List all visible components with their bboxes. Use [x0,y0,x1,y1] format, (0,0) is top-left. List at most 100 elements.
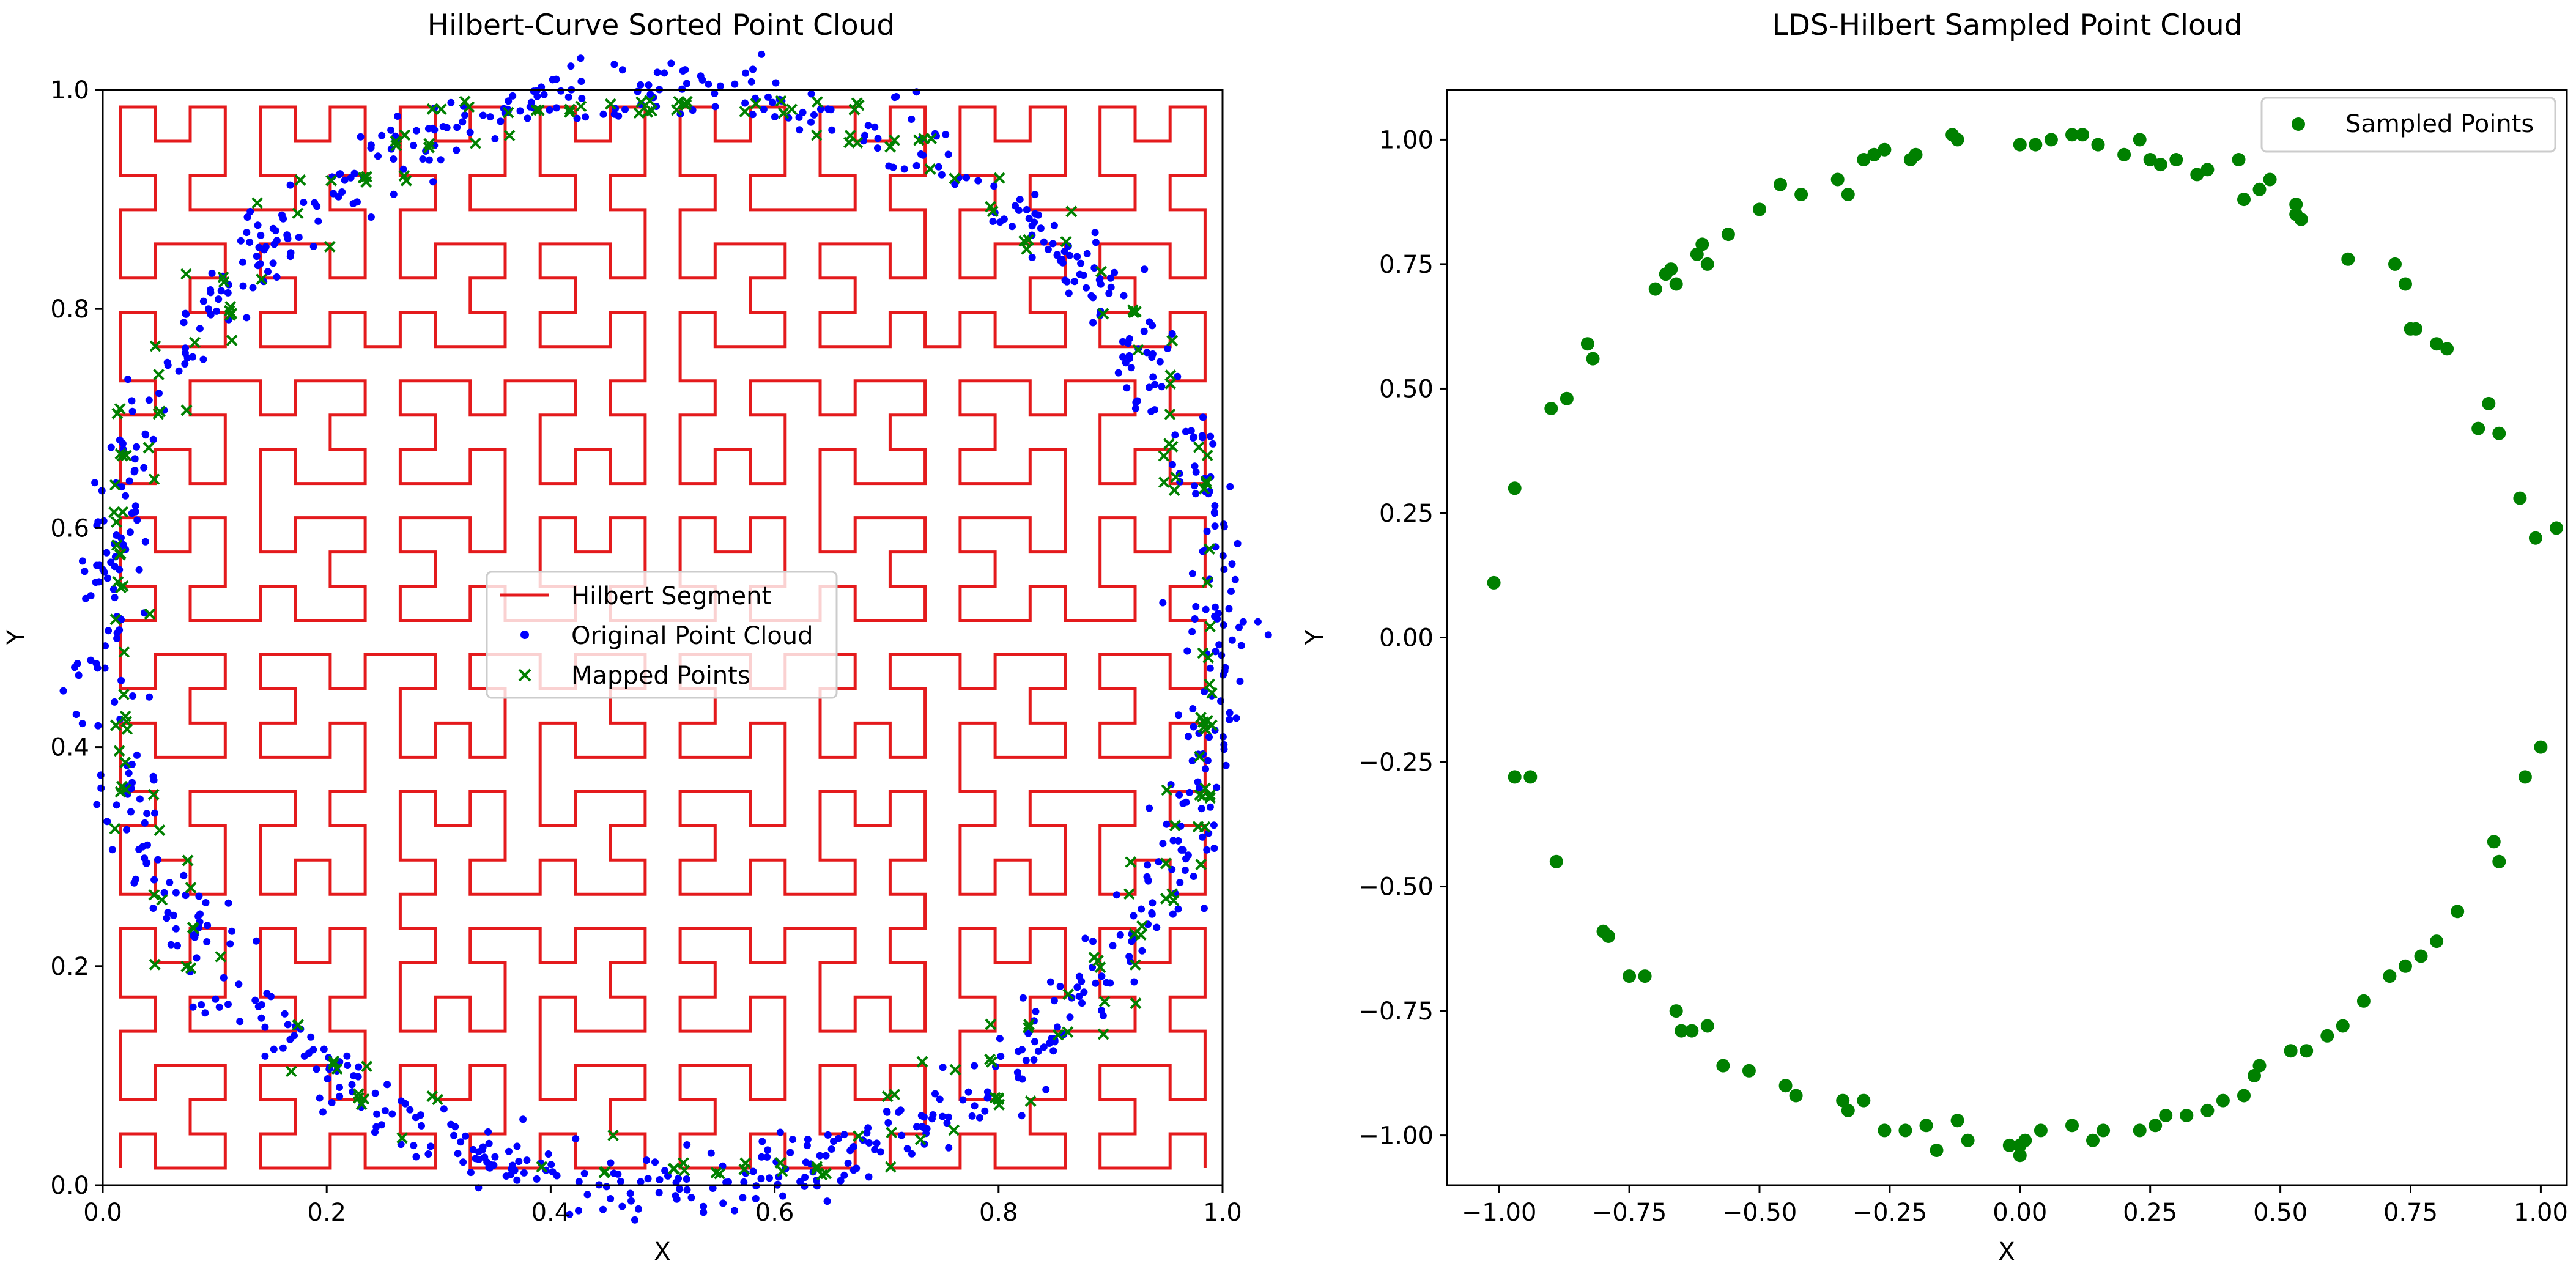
original-point [766,1174,773,1182]
mapped-point [925,133,938,145]
original-point [174,942,181,950]
original-point [72,711,80,719]
original-point [141,538,149,546]
original-point [217,287,225,295]
original-point [141,430,149,438]
chart1-x-tick-label: 0.6 [755,1199,794,1227]
mapped-point [605,98,616,110]
mapped-point [1170,471,1182,483]
original-point [113,634,121,642]
original-point [246,239,254,246]
original-point [195,892,203,900]
original-point [1066,251,1074,259]
sampled-point [2414,949,2428,963]
original-point [942,131,950,138]
original-point [320,1045,328,1053]
chart1-x-tick-label: 1.0 [1203,1199,1242,1227]
sampled-point [2232,153,2246,166]
sampled-point [1830,172,1845,187]
original-point [479,1143,487,1151]
original-point [469,1145,477,1153]
original-point [634,87,642,95]
original-point [383,1081,391,1089]
original-point [270,1045,278,1053]
original-point [549,76,557,84]
original-point [131,502,139,510]
sampled-point [1867,147,1881,161]
mapped-point [1127,304,1139,316]
chart2-y-tick-label: −0.50 [1358,873,1434,901]
original-point [257,1014,265,1022]
original-point [1188,627,1196,635]
original-point [199,355,207,363]
original-point [1097,280,1105,288]
original-point [1158,383,1166,391]
original-point [1080,988,1088,996]
original-point [344,1062,352,1069]
original-point [236,1018,244,1026]
sampled-point [2200,163,2215,177]
original-point [1016,196,1024,204]
mapped-point [1062,988,1075,1001]
sampled-point [2086,1133,2100,1147]
original-point [1201,687,1208,695]
original-point [103,818,111,826]
original-point [546,106,553,114]
mapped-point [119,757,131,769]
sampled-point [2044,133,2058,147]
mapped-point [916,1056,928,1068]
original-point [1149,350,1157,358]
sampled-point [1700,257,1714,271]
mapped-point [949,1064,961,1076]
original-point [228,927,236,935]
original-point [116,626,124,634]
original-point [752,1194,760,1202]
mapped-point [564,106,576,118]
original-point [1032,1008,1040,1015]
chart2-x-tick-label: −0.50 [1722,1199,1797,1227]
original-point [59,687,67,695]
original-point [189,353,197,361]
original-point [1119,353,1127,361]
mapped-point [188,922,200,934]
original-point [119,440,127,448]
original-point [466,128,474,136]
original-point [1042,1086,1050,1093]
original-point [763,1153,771,1161]
original-point [577,78,585,85]
original-point [575,1178,583,1186]
original-point [1066,1013,1074,1021]
mapped-point [1164,377,1177,390]
original-point [557,87,565,95]
original-point [167,941,175,949]
original-point [1028,254,1036,261]
original-point [307,1033,315,1041]
original-point [802,1158,810,1166]
original-point [273,237,281,245]
original-point [747,78,755,86]
sampled-point [2388,257,2402,271]
original-point [128,397,136,405]
original-point [912,161,920,169]
sampled-point [2248,1068,2261,1082]
chart1-y-tick-label: 0.8 [50,295,89,324]
original-point [602,1183,610,1191]
mapped-point [325,174,337,187]
original-point [516,107,524,115]
original-point [1155,858,1163,866]
original-point [1138,905,1146,913]
original-point [135,566,143,574]
original-point [553,1172,561,1180]
original-point [1211,502,1219,509]
original-point [141,819,149,827]
sampled-point [2440,342,2454,356]
original-point [419,155,427,163]
sampled-point [2190,168,2204,182]
original-point [1204,757,1212,764]
original-point [918,1123,926,1131]
mapped-point [1204,678,1215,690]
original-point [399,165,407,173]
original-point [533,1175,541,1183]
original-point [849,1142,857,1150]
